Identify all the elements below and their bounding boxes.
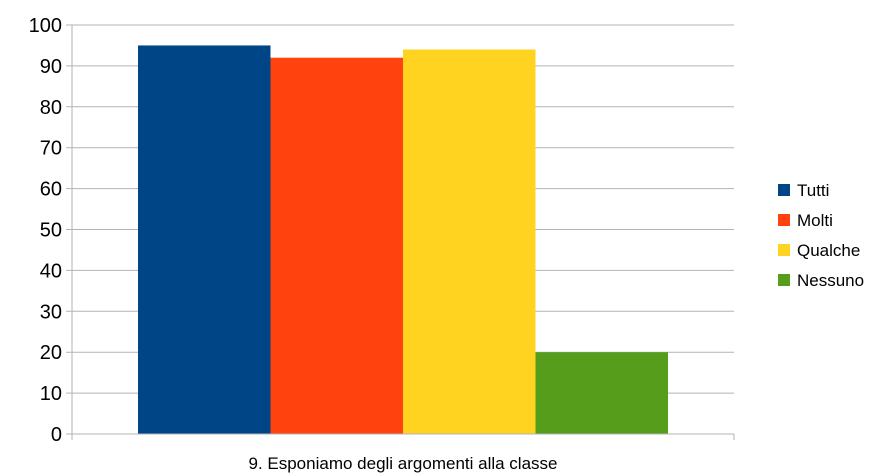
y-tick-label: 30 [40,301,62,323]
legend-swatch-qualche [778,244,790,256]
axes [71,25,735,440]
legend-label-nessuno: Nessuno [797,271,864,290]
legend-swatch-tutti [778,184,790,196]
bar-qualche [403,49,536,434]
y-tick-label: 100 [29,15,62,37]
y-tick-label: 0 [51,424,62,446]
y-tick-label: 80 [40,97,62,119]
legend: Tutti Molti Qualche Nessuno [778,181,864,290]
y-tick-label: 40 [40,260,62,282]
bar-tutti [138,45,271,434]
y-tick-label: 20 [40,342,62,364]
legend-swatch-nessuno [778,274,790,286]
y-tick-label: 60 [40,179,62,201]
legend-swatch-molti [778,214,790,226]
y-tick-label: 10 [40,383,62,405]
x-category-label: 9. Esponiamo degli argomenti alla classe [248,454,557,473]
y-tick-label: 90 [40,56,62,78]
y-tick-label: 50 [40,220,62,242]
y-tick-label: 70 [40,138,62,160]
legend-label-tutti: Tutti [797,181,829,200]
legend-label-molti: Molti [797,211,833,230]
bars [138,45,668,434]
legend-label-qualche: Qualche [797,241,860,260]
bar-molti [270,57,403,434]
bar-nessuno [535,352,668,434]
y-axis-tick-labels: 0 10 20 30 40 50 60 70 80 90 100 [29,15,62,446]
